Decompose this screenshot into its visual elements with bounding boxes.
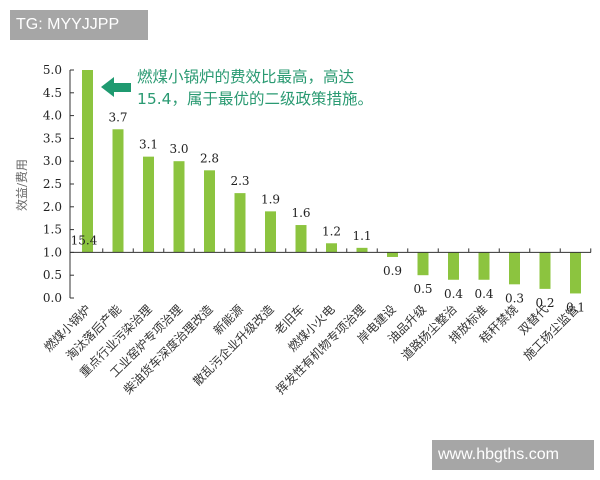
y-axis: 0.0 0.5 1.0 1.5 2.0 2.5 3.0 3.5 4.0 4.5 5.0 bbox=[43, 63, 74, 305]
value-label: 0.4 bbox=[444, 287, 463, 301]
value-label: 0.1 bbox=[566, 300, 585, 314]
bar bbox=[417, 252, 429, 276]
bar bbox=[204, 170, 215, 253]
bar bbox=[478, 252, 490, 280]
y-tick-label: 3.5 bbox=[43, 131, 62, 145]
y-tick-label: 3.0 bbox=[43, 154, 62, 168]
y-tick-label: 1.5 bbox=[43, 223, 62, 237]
y-tick-label: 2.5 bbox=[43, 177, 62, 191]
value-label: 3.7 bbox=[108, 110, 127, 124]
value-label: 1.1 bbox=[352, 229, 371, 243]
annotation-callout: 燃煤小锅炉的费效比最高，高达 15.4，属于最优的二级政策措施。 bbox=[101, 68, 373, 108]
value-label: 0.2 bbox=[535, 296, 554, 310]
bars bbox=[82, 70, 581, 294]
y-tick-label: 0.0 bbox=[43, 291, 62, 305]
bar bbox=[387, 252, 398, 257]
value-label: 0.3 bbox=[505, 291, 524, 305]
value-labels: 15.4 3.7 3.1 3.0 2.8 2.3 1.9 1.6 1.2 1.1 0.9 0.5 0.4… bbox=[71, 110, 585, 314]
bar bbox=[112, 129, 124, 253]
x-axis-baseline bbox=[70, 248, 592, 253]
y-tick-label: 5.0 bbox=[43, 63, 62, 77]
bar bbox=[509, 252, 520, 285]
bar bbox=[295, 225, 307, 253]
value-label: 3.0 bbox=[169, 142, 188, 156]
bar bbox=[356, 247, 368, 253]
bar bbox=[173, 161, 185, 253]
annotation-line-2: 15.4，属于最优的二级政策措施。 bbox=[137, 90, 373, 108]
bar bbox=[448, 252, 459, 280]
value-label: 0.9 bbox=[383, 264, 402, 278]
bar bbox=[143, 156, 154, 253]
arrow-left-icon bbox=[101, 77, 131, 97]
value-label: 2.8 bbox=[200, 151, 219, 165]
bar bbox=[326, 243, 337, 253]
watermark-bottom: www.hbgths.com bbox=[432, 440, 594, 470]
value-label: 0.5 bbox=[413, 282, 432, 296]
category-labels: 燃煤小锅炉淘汰落后产能重点行业污染治理工业窑炉专项治理柴油货车深度治理改造新能源… bbox=[41, 302, 582, 397]
bar bbox=[265, 211, 276, 253]
bar bbox=[82, 70, 93, 253]
annotation-line-1: 燃煤小锅炉的费效比最高，高达 bbox=[137, 68, 354, 86]
value-label: 1.9 bbox=[261, 192, 280, 206]
value-label: 15.4 bbox=[71, 233, 98, 247]
y-tick-label: 1.0 bbox=[43, 245, 62, 259]
value-label: 0.4 bbox=[474, 287, 493, 301]
y-tick-label: 2.0 bbox=[43, 200, 62, 214]
bar bbox=[539, 252, 551, 289]
value-label: 3.1 bbox=[139, 138, 158, 152]
value-label: 1.6 bbox=[291, 206, 310, 220]
value-label: 1.2 bbox=[322, 224, 341, 238]
watermark-top: TG: MYYJJPP bbox=[10, 10, 148, 40]
y-tick-label: 0.5 bbox=[43, 268, 62, 282]
y-tick-label: 4.5 bbox=[43, 86, 62, 100]
y-tick-label: 4.0 bbox=[43, 109, 62, 123]
value-label: 2.3 bbox=[230, 174, 249, 188]
bar bbox=[570, 252, 581, 294]
y-axis-label: 效益/费用 bbox=[14, 159, 29, 211]
bar bbox=[234, 193, 246, 253]
